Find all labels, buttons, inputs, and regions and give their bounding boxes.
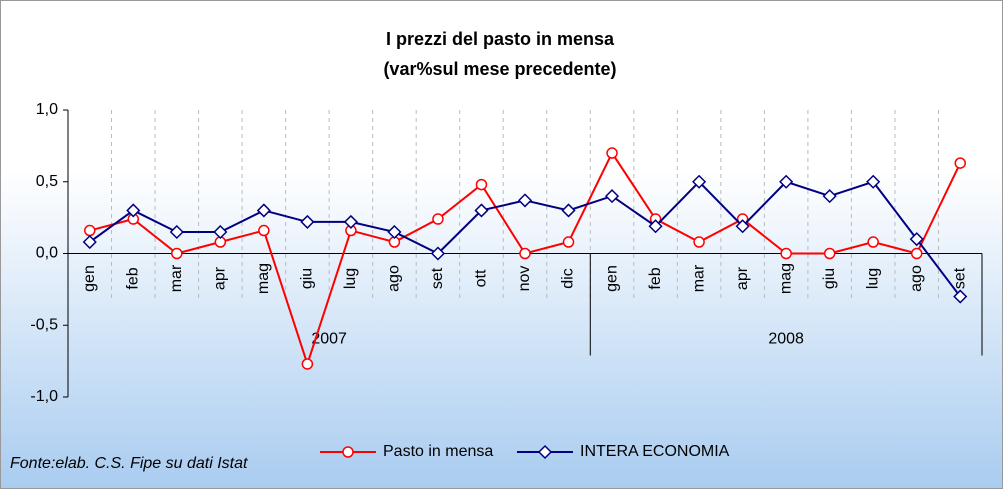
x-tick-label: nov <box>516 266 533 292</box>
point-marker <box>693 236 705 248</box>
point-marker <box>432 213 444 225</box>
point-marker <box>561 203 576 218</box>
y-tick-label: -0,5 <box>30 316 58 333</box>
point-marker <box>735 219 750 234</box>
x-tick-label: gen <box>81 265 98 292</box>
point-marker <box>82 234 97 250</box>
point-marker <box>213 224 228 240</box>
y-tick-label: 1,0 <box>36 101 58 118</box>
x-tick-label: set <box>951 267 968 289</box>
y-tick-label: 0,0 <box>36 245 58 262</box>
point-marker <box>606 147 618 159</box>
point-marker <box>779 174 794 189</box>
x-tick-label: feb <box>647 267 664 289</box>
point-marker <box>517 193 533 208</box>
point-marker <box>171 247 183 260</box>
point-marker <box>430 246 446 261</box>
point-marker <box>910 247 923 260</box>
point-marker <box>342 446 354 458</box>
point-marker <box>953 289 968 304</box>
point-marker <box>84 224 96 237</box>
x-tick-label: apr <box>734 266 751 290</box>
point-marker <box>258 224 270 237</box>
point-marker <box>780 247 792 260</box>
chart-subtitle: (var%sul mese precedente) <box>383 59 616 79</box>
point-marker <box>474 203 489 218</box>
point-marker <box>343 214 358 229</box>
point-marker <box>562 236 575 248</box>
point-marker <box>387 224 402 240</box>
x-tick-label: set <box>429 267 446 289</box>
point-marker <box>537 444 553 460</box>
x-tick-label: ott <box>473 269 490 287</box>
x-tick-label: ago <box>908 265 925 292</box>
point-marker <box>169 224 184 240</box>
point-marker <box>648 219 663 234</box>
point-marker <box>909 232 924 247</box>
x-tick-label: lug <box>342 268 359 289</box>
x-tick-label: giu <box>299 268 316 289</box>
point-marker <box>300 214 315 229</box>
point-marker <box>475 178 488 191</box>
chart-title: I prezzi del pasto in mensa <box>386 29 615 49</box>
point-marker <box>954 157 966 169</box>
point-marker <box>126 203 141 218</box>
x-tick-label: mar <box>168 264 185 292</box>
x-tick-label: giu <box>821 268 838 289</box>
point-marker <box>301 358 314 370</box>
point-marker <box>822 189 837 204</box>
x-tick-label: gen <box>603 265 620 292</box>
point-marker <box>256 203 271 218</box>
legend-label: INTERA ECONOMIA <box>580 443 730 460</box>
point-marker <box>519 247 531 260</box>
point-marker <box>867 236 879 248</box>
point-marker <box>604 189 620 204</box>
x-tick-label: lug <box>864 268 881 289</box>
point-marker <box>866 174 881 189</box>
legend-label: Pasto in mensa <box>383 443 493 460</box>
x-tick-label: dic <box>560 268 577 288</box>
group-label: 2008 <box>768 331 804 348</box>
y-tick-label: -1,0 <box>30 388 58 405</box>
x-tick-label: feb <box>125 267 142 289</box>
x-tick-label: ago <box>386 265 403 292</box>
x-tick-label: mag <box>255 263 272 294</box>
y-tick-label: 0,5 <box>36 173 58 190</box>
point-marker <box>692 174 707 189</box>
group-label: 2007 <box>311 331 347 348</box>
x-tick-label: mar <box>690 264 707 292</box>
source-note: Fonte:elab. C.S. Fipe su dati Istat <box>10 455 248 472</box>
x-tick-label: apr <box>212 266 229 290</box>
point-marker <box>823 247 836 260</box>
x-tick-label: mag <box>777 263 794 294</box>
